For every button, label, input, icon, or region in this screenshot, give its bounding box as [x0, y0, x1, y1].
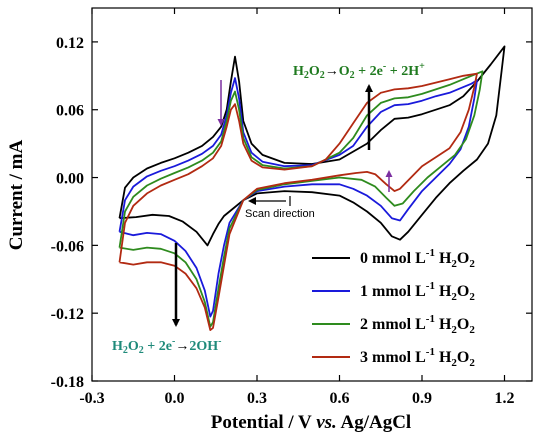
x-tick-label-2: 0.3: [247, 390, 267, 407]
series-line-2: [118, 70, 484, 328]
legend: 0 mmol L-1 H2O2 1 mmol L-1 H2O2 2 mmol L-1…: [312, 247, 475, 369]
x-tick-label-0: -0.3: [79, 390, 104, 407]
scan-direction-indicator: Scan direction: [245, 196, 315, 220]
series-layer: [118, 45, 506, 331]
legend-label-2: 2 mmol L-1 H2O2: [360, 313, 475, 336]
y-tick-label-4: 0.06: [56, 103, 84, 120]
plot-frame: [91, 7, 533, 382]
x-tick-label-1: 0.0: [165, 390, 185, 407]
tick-layer: -0.3 0.0 0.3 0.6 0.9 1.2 -0.18 -0.12 -0.06 0.00 0.…: [51, 8, 532, 407]
x-tick-label-4: 0.9: [412, 390, 432, 407]
legend-label-3: 3 mmol L-1 H2O2: [360, 346, 475, 369]
scan-direction-label: Scan direction: [245, 208, 315, 220]
series-line-3: [118, 72, 478, 331]
x-tick-label-5: 1.2: [495, 390, 515, 407]
x-tick-label-3: 0.6: [330, 390, 350, 407]
y-tick-label-0: -0.18: [51, 374, 84, 391]
y-axis-title: Current / mA: [6, 139, 27, 250]
y-tick-label-1: -0.12: [51, 306, 84, 323]
oxidation-reaction-label: H2O2→O2 + 2e- + 2H+: [293, 61, 425, 81]
y-tick-label-5: 0.12: [56, 35, 84, 52]
reduction-reaction-label: H2O2 + 2e-→2OH-: [112, 336, 221, 356]
series-line-1: [118, 77, 478, 318]
series-line-0: [118, 45, 506, 247]
y-tick-label-3: 0.00: [56, 171, 84, 188]
y-tick-label-2: -0.06: [51, 238, 84, 255]
legend-label-1: 1 mmol L-1 H2O2: [360, 280, 475, 303]
x-axis-title: Potential / V vs. Ag/AgCl: [211, 412, 411, 433]
legend-label-0: 0 mmol L-1 H2O2: [360, 247, 475, 270]
